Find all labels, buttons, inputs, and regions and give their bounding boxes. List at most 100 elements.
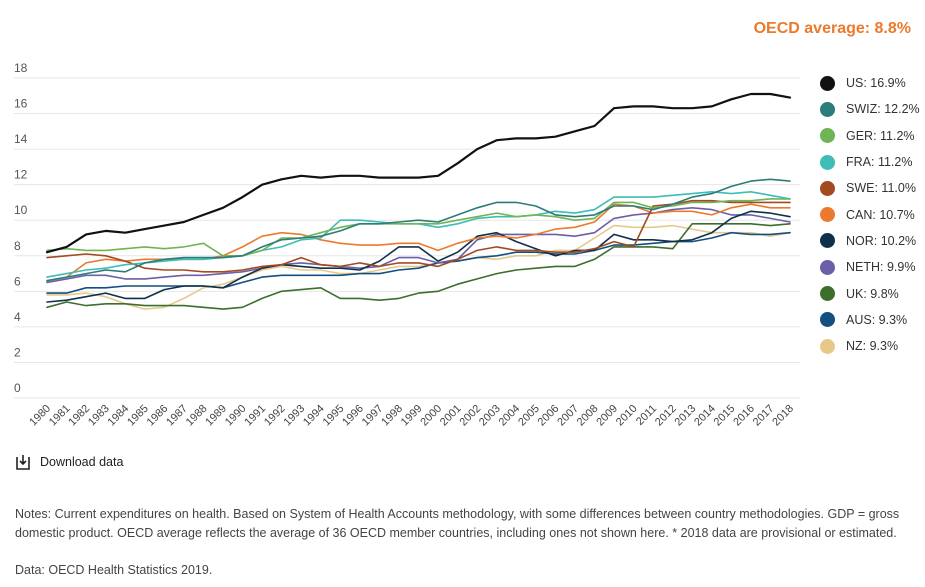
- grid-lines: [14, 77, 800, 399]
- legend-label: FRA: 11.2%: [846, 155, 913, 170]
- y-tick-label: 14: [14, 132, 28, 146]
- series-line-nor: [46, 210, 791, 303]
- legend-label: UK: 9.8%: [846, 286, 899, 301]
- notes-text: Notes: Current expenditures on health. B…: [15, 507, 900, 540]
- series-line-neth: [46, 207, 791, 284]
- x-tick-label: 1989: [203, 403, 229, 429]
- x-tick-label: 1983: [86, 403, 112, 429]
- x-axis: 1980198119821983198419851986198719881989…: [27, 403, 796, 429]
- series-lines: [45, 92, 792, 310]
- source-text: Data: OECD Health Statistics 2019.: [15, 563, 213, 577]
- legend-item: SWIZ: 12.2%: [820, 96, 920, 122]
- legend-item: UK: 9.8%: [820, 280, 920, 306]
- legend-item: CAN: 10.7%: [820, 201, 920, 227]
- legend-swatch: [820, 75, 835, 91]
- legend-swatch: [820, 101, 835, 117]
- y-tick-label: 6: [14, 274, 21, 288]
- x-tick-label: 1992: [262, 403, 288, 429]
- x-tick-label: 2008: [575, 403, 601, 429]
- legend-label: AUS: 9.3%: [846, 312, 908, 327]
- legend-label: NOR: 10.2%: [846, 233, 917, 248]
- y-tick-label: 18: [14, 61, 28, 75]
- x-tick-label: 2014: [692, 403, 718, 429]
- x-tick-label: 1993: [282, 403, 308, 429]
- legend-swatch: [820, 338, 835, 354]
- legend-item: SWE: 11.0%: [820, 175, 920, 201]
- legend-item: NETH: 9.9%: [820, 254, 920, 280]
- x-tick-label: 2010: [614, 403, 640, 429]
- legend-swatch: [820, 233, 835, 249]
- x-tick-label: 2011: [634, 403, 659, 428]
- x-tick-label: 2004: [497, 403, 523, 429]
- x-tick-label: 2006: [536, 403, 562, 429]
- series-line-us: [45, 92, 792, 254]
- legend-label: SWE: 11.0%: [846, 181, 916, 196]
- x-tick-label: 1998: [379, 403, 405, 429]
- x-tick-label: 1985: [125, 403, 151, 429]
- series-line-swe: [46, 199, 791, 273]
- legend-swatch: [820, 128, 835, 144]
- x-tick-label: 1990: [223, 403, 249, 429]
- y-tick-label: 2: [14, 345, 21, 359]
- x-tick-label: 1991: [242, 403, 268, 429]
- legend-label: SWIZ: 12.2%: [846, 102, 920, 117]
- x-tick-label: 2007: [555, 403, 581, 429]
- series-line-nz: [46, 224, 791, 310]
- x-tick-label: 2005: [516, 403, 542, 429]
- x-tick-label: 2001: [438, 403, 464, 429]
- legend-item: FRA: 11.2%: [820, 149, 920, 175]
- x-tick-label: 1980: [27, 403, 53, 429]
- y-tick-label: 4: [14, 310, 21, 324]
- legend-label: GER: 11.2%: [846, 128, 915, 143]
- legend: US: 16.9% SWIZ: 12.2% GER: 11.2% FRA: 11.2%…: [820, 70, 920, 359]
- y-tick-label: 8: [14, 239, 21, 253]
- series-line-swiz: [46, 178, 791, 282]
- legend-swatch: [820, 286, 835, 302]
- x-tick-label: 1997: [360, 403, 386, 429]
- legend-swatch: [820, 207, 835, 223]
- legend-label: NZ: 9.3%: [846, 339, 899, 354]
- legend-swatch: [820, 312, 835, 328]
- x-tick-label: 1996: [340, 403, 366, 429]
- x-tick-label: 1981: [47, 403, 73, 429]
- legend-label: NETH: 9.9%: [846, 260, 916, 275]
- legend-swatch: [820, 154, 835, 170]
- legend-item: AUS: 9.3%: [820, 307, 920, 333]
- legend-item: NZ: 9.3%: [820, 333, 920, 359]
- line-chart: 0 2 4 6 8 10 12 14 16 18 198019811982198319841985…: [14, 61, 800, 429]
- y-tick-label: 16: [14, 97, 28, 111]
- legend-label: CAN: 10.7%: [846, 207, 915, 222]
- x-tick-label: 2003: [477, 403, 503, 429]
- series-line-aus: [46, 231, 791, 294]
- legend-swatch: [820, 180, 835, 196]
- legend-item: NOR: 10.2%: [820, 228, 920, 254]
- x-tick-label: 2009: [594, 403, 620, 429]
- legend-item: US: 16.9%: [820, 70, 920, 96]
- series-line-uk: [46, 223, 791, 310]
- download-data-button[interactable]: Download data: [15, 453, 123, 471]
- y-tick-label: 0: [14, 381, 21, 395]
- x-tick-label: 1999: [399, 403, 425, 429]
- x-tick-label: 1988: [184, 403, 210, 429]
- x-tick-label: 1994: [301, 403, 327, 429]
- legend-label: US: 16.9%: [846, 76, 906, 91]
- download-data-label: Download data: [40, 455, 124, 469]
- download-icon: [16, 455, 30, 470]
- x-tick-label: 2015: [712, 403, 738, 429]
- x-tick-label: 1987: [164, 403, 190, 429]
- x-tick-label: 1982: [66, 403, 92, 429]
- x-tick-label: 2002: [457, 403, 483, 429]
- x-tick-label: 1986: [145, 403, 171, 429]
- x-tick-label: 2012: [653, 403, 679, 429]
- y-tick-label: 12: [14, 168, 28, 182]
- x-tick-label: 2016: [731, 403, 757, 429]
- y-tick-label: 10: [14, 203, 28, 217]
- legend-swatch: [820, 259, 835, 275]
- x-tick-label: 2013: [673, 403, 699, 429]
- x-tick-label: 1984: [106, 403, 132, 429]
- x-tick-label: 1995: [321, 403, 347, 429]
- oecd-average-label: OECD average: 8.8%: [753, 20, 911, 37]
- x-tick-label: 2017: [751, 403, 777, 429]
- y-axis: 0 2 4 6 8 10 12 14 16 18: [14, 61, 28, 395]
- legend-item: GER: 11.2%: [820, 123, 920, 149]
